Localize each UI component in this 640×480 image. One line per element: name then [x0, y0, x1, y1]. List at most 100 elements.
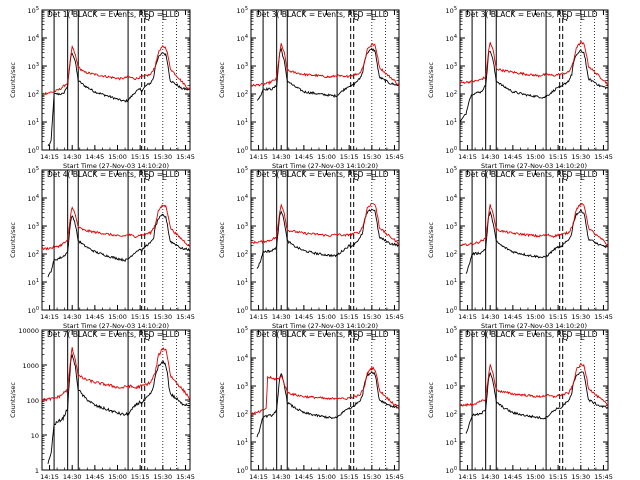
x-tick-label: 15:15: [131, 313, 150, 321]
y-tick-label: 105: [446, 6, 457, 15]
y-tick-label: 105: [237, 6, 248, 15]
y-tick-label: 100: [237, 146, 248, 155]
data-layer: [460, 330, 608, 470]
plot-frame: [459, 169, 609, 311]
y-tick-label: 1: [35, 467, 39, 475]
y-tick-label: 100: [27, 397, 39, 405]
x-tick-label: 14:30: [272, 473, 291, 480]
y-axis-title: Counts/sec: [218, 382, 226, 418]
x-tick-label: 15:30: [153, 153, 172, 161]
panel-title: Det 3( BLACK = Events, RED = LLD: [256, 10, 389, 19]
y-tick-label: 104: [237, 354, 248, 363]
y-tick-label: 10000: [18, 327, 39, 335]
panel-title: Det 6( BLACK = Events, RED = LLD: [465, 170, 598, 179]
x-tick-label: 15:00: [526, 153, 545, 161]
y-axis-title: Counts/sec: [427, 222, 435, 258]
plot-frame: [250, 329, 400, 471]
x-tick-label: 14:45: [294, 153, 313, 161]
x-tick-label: 14:30: [481, 153, 500, 161]
y-tick-label: 100: [28, 306, 39, 315]
lld-series-line: [42, 44, 190, 95]
y-tick-label: 101: [28, 118, 39, 127]
panel-title: Det 7( BLACK = Events, RED = LLD: [47, 330, 180, 339]
x-tick-label: 15:15: [340, 153, 359, 161]
x-tick-label: 15:15: [549, 473, 568, 480]
y-tick-label: 105: [28, 6, 39, 15]
x-tick-label: 14:30: [481, 473, 500, 480]
x-tick-label: 14:15: [458, 313, 477, 321]
marker-label-e: E: [162, 173, 167, 182]
plot-frame: [41, 169, 191, 311]
y-tick-label: 103: [446, 382, 457, 391]
events-series-line: [465, 208, 608, 274]
lld-series-line: [251, 366, 399, 416]
y-tick-label: 104: [28, 34, 39, 43]
y-tick-label: 105: [446, 166, 457, 175]
x-tick-label: 15:30: [153, 473, 172, 480]
y-tick-label: 103: [237, 62, 248, 71]
x-tick-label: 14:30: [63, 473, 82, 480]
x-tick-label: 15:30: [362, 473, 381, 480]
x-axis-title: Start Time (27-Nov-03 14:10:20): [272, 162, 378, 170]
x-tick-label: 15:00: [526, 473, 545, 480]
marker-label-q: Q: [353, 173, 359, 182]
x-tick-label: 15:30: [571, 153, 590, 161]
y-axis-title: Counts/sec: [9, 382, 17, 418]
x-tick-label: 15:45: [385, 313, 404, 321]
events-series-line: [47, 213, 190, 278]
plot-frame: [41, 9, 191, 151]
x-tick-label: 15:45: [176, 153, 195, 161]
lld-series-line: [460, 362, 608, 407]
y-tick-label: 102: [446, 410, 457, 419]
x-tick-label: 15:00: [317, 313, 336, 321]
y-axis-title: Counts/sec: [427, 382, 435, 418]
x-tick-label: 14:45: [85, 473, 104, 480]
y-tick-label: 101: [446, 118, 457, 127]
data-layer: [42, 330, 190, 470]
marker-label-q: Q: [562, 13, 568, 22]
y-tick-label: 105: [237, 326, 248, 335]
data-layer: [251, 330, 399, 470]
y-tick-label: 100: [446, 306, 457, 315]
data-layer: [42, 10, 190, 150]
x-tick-label: 15:00: [526, 313, 545, 321]
events-series-line: [47, 353, 190, 464]
y-tick-label: 103: [237, 382, 248, 391]
data-layer: [42, 170, 190, 310]
x-tick-label: 15:15: [131, 473, 150, 480]
y-tick-label: 104: [446, 194, 457, 203]
x-tick-label: 15:45: [176, 473, 195, 480]
marker-label-q: Q: [144, 333, 150, 342]
events-series-line: [460, 49, 608, 123]
y-tick-label: 102: [446, 250, 457, 259]
panel-title: Det 3( BLACK = Events, RED = LLD: [465, 10, 598, 19]
y-axis-title: Counts/sec: [218, 62, 226, 98]
x-axis-title: Start Time (27-Nov-03 14:10:20): [481, 162, 587, 170]
x-tick-label: 15:45: [385, 473, 404, 480]
y-axis-title: Counts/sec: [9, 222, 17, 258]
x-tick-label: 15:00: [108, 473, 127, 480]
events-series-line: [256, 370, 399, 438]
y-tick-label: 101: [237, 278, 248, 287]
y-tick-label: 103: [28, 222, 39, 231]
x-tick-label: 14:30: [272, 153, 291, 161]
panel-title: Det 5( BLACK = Events, RED = LLD: [256, 170, 389, 179]
data-layer: [460, 170, 608, 310]
y-tick-label: 1000: [22, 362, 39, 370]
y-tick-label: 102: [28, 250, 39, 259]
marker-label-q: Q: [144, 13, 150, 22]
x-tick-label: 14:30: [272, 313, 291, 321]
x-tick-label: 15:00: [108, 153, 127, 161]
y-tick-label: 10: [31, 432, 39, 440]
x-tick-label: 14:15: [40, 313, 59, 321]
marker-label-q: Q: [353, 13, 359, 22]
plot-frame: [41, 329, 191, 471]
x-tick-label: 14:15: [40, 473, 59, 480]
plot-frame: [250, 9, 400, 151]
marker-label-e: E: [371, 173, 376, 182]
y-tick-label: 100: [446, 466, 457, 475]
x-tick-label: 14:45: [503, 153, 522, 161]
